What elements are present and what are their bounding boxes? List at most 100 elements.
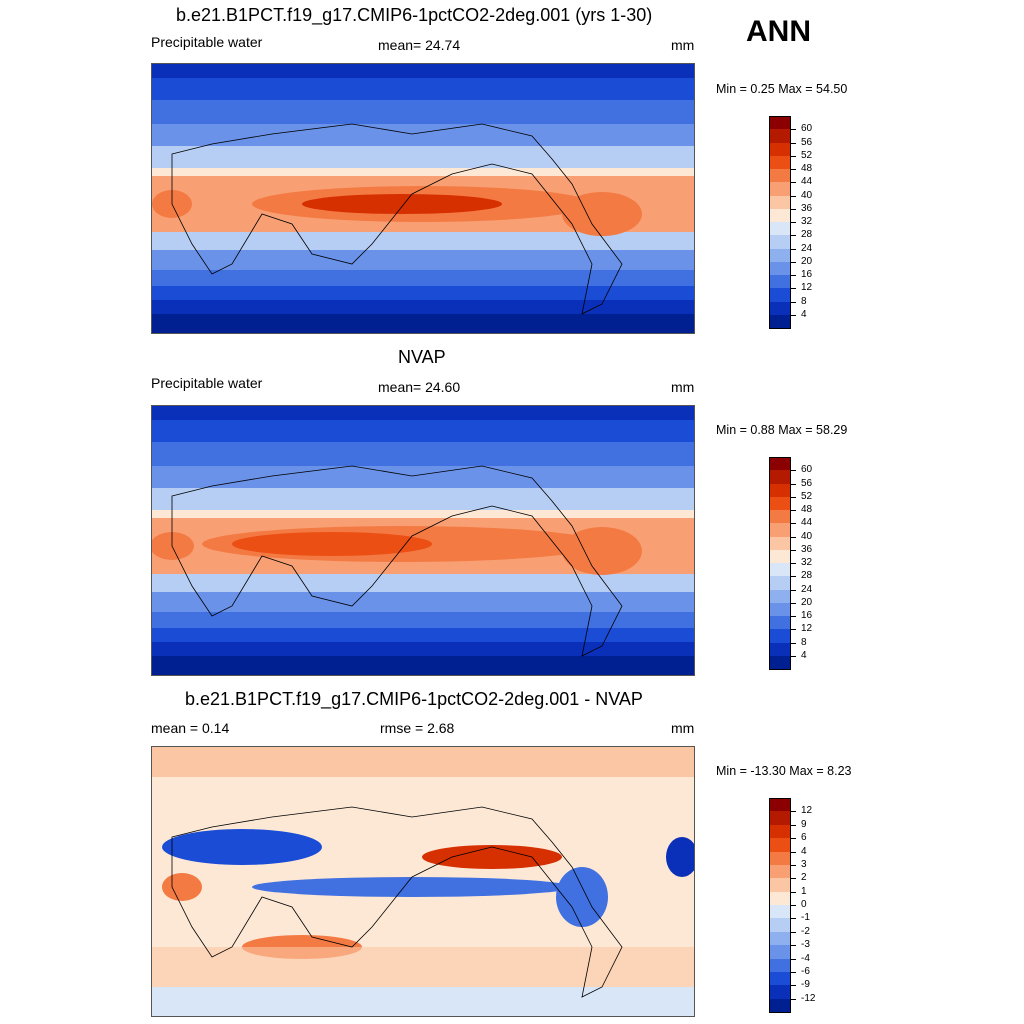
colorbar-swatch xyxy=(769,824,791,839)
colorbar-label: 36 xyxy=(801,543,813,555)
panel-diff-rmse: rmse = 2.68 xyxy=(380,720,455,736)
colorbar-swatch xyxy=(769,314,791,329)
colorbar-label: 1 xyxy=(801,885,807,897)
colorbar-label: 20 xyxy=(801,596,813,608)
colorbar-swatch xyxy=(769,576,791,590)
colorbar-label: 48 xyxy=(801,504,813,515)
colorbar-tick xyxy=(791,563,796,564)
colorbar-tick xyxy=(791,523,796,525)
colorbar-label: 40 xyxy=(801,530,813,542)
panel-diff-units: mm xyxy=(671,720,695,736)
colorbar-swatch xyxy=(769,510,791,524)
colorbar-tick xyxy=(791,235,796,237)
colorbar-tick xyxy=(791,483,796,485)
colorbar-tick xyxy=(791,824,796,826)
colorbar-label: 28 xyxy=(801,570,813,582)
colorbar-tick xyxy=(791,470,796,472)
colorbar-swatch xyxy=(769,288,791,302)
colorbar-tick xyxy=(791,878,796,880)
colorbar-label: 12 xyxy=(801,805,813,817)
colorbar-label: 16 xyxy=(801,269,813,280)
panel-obs-variable: Precipitable water xyxy=(151,375,263,391)
colorbar-swatch xyxy=(769,182,791,196)
colorbar-tick xyxy=(791,971,796,973)
colorbar-label: 52 xyxy=(801,490,813,502)
colorbar-label: 44 xyxy=(801,517,813,529)
colorbar-swatch xyxy=(769,169,791,183)
colorbar-label: 3 xyxy=(801,858,807,870)
panel-obs-mean: mean= 24.60 xyxy=(378,379,461,395)
colorbar-swatch xyxy=(769,496,791,511)
colorbar-obs: 60 56 52 48 44 40 36 32 28 24 20 16 12 8 4 xyxy=(769,457,812,670)
colorbar-tick xyxy=(791,314,796,316)
colorbar-swatch xyxy=(769,985,791,1000)
panel-diff-title: b.e21.B1PCT.f19_g17.CMIP6-1pctCO2-2deg.0… xyxy=(185,689,643,709)
colorbar-swatch xyxy=(769,470,791,484)
colorbar-model: 60 56 52 48 44 40 36 32 28 24 20 16 12 8 4 xyxy=(769,116,812,329)
colorbar-tick xyxy=(791,864,796,866)
map-diff-field xyxy=(152,747,694,1016)
colorbar-swatch xyxy=(769,958,791,973)
map-obs xyxy=(151,405,695,676)
colorbar-swatch xyxy=(769,142,791,157)
map-diff xyxy=(151,746,695,1017)
colorbar-tick xyxy=(791,195,796,197)
colorbar-tick xyxy=(791,838,796,840)
colorbar-tick xyxy=(791,918,796,920)
colorbar-tick xyxy=(791,169,796,170)
colorbar-swatch xyxy=(769,945,791,959)
colorbar-label: 40 xyxy=(801,189,813,201)
colorbar-tick xyxy=(791,275,796,276)
colorbar-label: 44 xyxy=(801,176,813,188)
panel-model-mean: mean= 24.74 xyxy=(378,37,461,53)
colorbar-swatch xyxy=(769,851,791,866)
colorbar-swatch xyxy=(769,301,791,316)
colorbar-swatch xyxy=(769,616,791,630)
colorbar-label: 24 xyxy=(801,583,813,595)
colorbar-swatch xyxy=(769,918,791,933)
colorbar-label: -4 xyxy=(801,952,810,964)
colorbar-tick xyxy=(791,851,796,853)
colorbar-swatch xyxy=(769,798,791,812)
colorbar-label: 32 xyxy=(801,216,813,227)
panel-obs-minmax: Min = 0.88 Max = 58.29 xyxy=(716,423,848,437)
colorbar-tick xyxy=(791,602,796,604)
panel-model-minmax: Min = 0.25 Max = 54.50 xyxy=(716,82,848,96)
colorbar-label: 52 xyxy=(801,149,813,161)
colorbar-label: 32 xyxy=(801,557,813,568)
colorbar-swatch xyxy=(769,998,791,1013)
colorbar-swatch xyxy=(769,602,791,617)
colorbar-label: 16 xyxy=(801,610,813,621)
colorbar-swatch xyxy=(769,536,791,551)
colorbar-label: 9 xyxy=(801,818,807,830)
colorbar-label: 4 xyxy=(801,308,807,320)
colorbar-swatch xyxy=(769,864,791,879)
colorbar-swatch xyxy=(769,129,791,143)
colorbar-label: -3 xyxy=(801,939,810,951)
panel-model-units: mm xyxy=(671,37,695,53)
colorbar-diff: 12 9 6 4 3 2 1 0 -1 -2 -3 -4 -6 -9 -12 xyxy=(769,798,815,1013)
panel-model-title: b.e21.B1PCT.f19_g17.CMIP6-1pctCO2-2deg.0… xyxy=(176,5,653,25)
panel-obs-title: NVAP xyxy=(398,347,446,367)
season-label: ANN xyxy=(746,15,811,48)
colorbar-label: 2 xyxy=(801,872,807,884)
panel-diff-mean: mean = 0.14 xyxy=(151,720,230,736)
colorbar-swatch xyxy=(769,838,791,852)
colorbar-label: 48 xyxy=(801,163,813,174)
colorbar-tick xyxy=(791,549,796,551)
colorbar-swatch xyxy=(769,483,791,498)
colorbar-tick xyxy=(791,616,796,617)
colorbar-label: 56 xyxy=(801,477,813,489)
colorbar-swatch xyxy=(769,878,791,893)
colorbar-label: 28 xyxy=(801,229,813,241)
colorbar-label: 60 xyxy=(801,464,813,476)
colorbar-label: 12 xyxy=(801,282,813,294)
colorbar-swatch xyxy=(769,629,791,643)
colorbar-tick xyxy=(791,985,796,987)
map-obs-field xyxy=(152,406,694,675)
colorbar-tick xyxy=(791,208,796,210)
colorbar-tick xyxy=(791,155,796,157)
panel-obs-units: mm xyxy=(671,379,695,395)
colorbar-tick xyxy=(791,496,796,498)
colorbar-tick xyxy=(791,905,796,906)
